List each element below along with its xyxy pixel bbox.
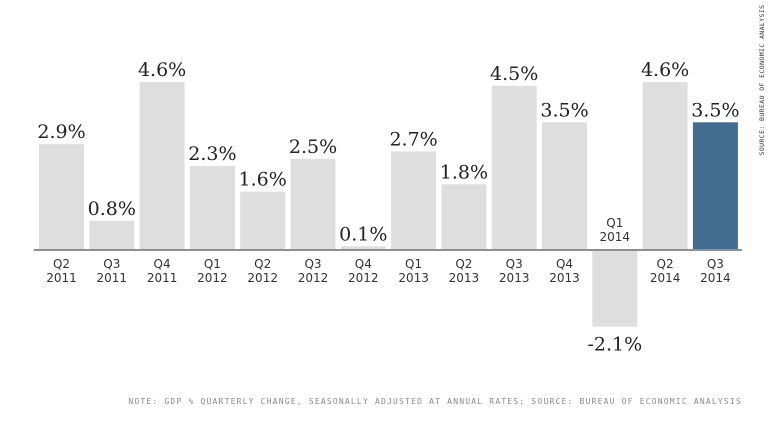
tick-label-quarter: Q2 xyxy=(455,257,472,271)
tick-label-year: 2012 xyxy=(197,271,228,285)
tick-label-year: 2011 xyxy=(97,271,128,285)
tick-label-year: 2012 xyxy=(298,271,329,285)
tick-label-quarter: Q2 xyxy=(53,257,70,271)
bar-q4-2012 xyxy=(340,246,386,250)
bar-q1-2013 xyxy=(391,151,437,250)
tick-label-quarter: Q2 xyxy=(254,257,271,271)
tick-labels-group: Q22011Q32011Q42011Q12012Q22012Q32012Q420… xyxy=(46,216,730,285)
tick-label-quarter: Q3 xyxy=(304,257,321,271)
bar-q2-2013 xyxy=(441,184,487,250)
tick-label-quarter: Q3 xyxy=(103,257,120,271)
bar-q3-2011 xyxy=(89,220,135,250)
bar-q1-2014 xyxy=(592,250,638,327)
value-label: 4.6% xyxy=(138,59,186,81)
value-label: 0.1% xyxy=(339,223,387,245)
value-label: 4.5% xyxy=(490,63,538,85)
tick-label-quarter: Q4 xyxy=(154,257,171,271)
value-label: 3.5% xyxy=(540,99,588,121)
bar-q4-2013 xyxy=(542,122,587,251)
value-label: 2.7% xyxy=(389,128,437,150)
tick-label-quarter: Q2 xyxy=(657,257,674,271)
value-label: 2.9% xyxy=(37,121,85,143)
tick-label-year: 2014 xyxy=(600,230,631,244)
bars-group xyxy=(39,82,738,327)
value-label: -2.1% xyxy=(587,334,642,356)
value-labels-group: 2.9% 0.8% 4.6% 2.3%1.6%2.5% 0.1% 2.7%1.8% 4.5%… xyxy=(37,59,739,356)
tick-label-year: 2013 xyxy=(449,271,480,285)
value-label: 4.6% xyxy=(641,59,689,81)
footnote: NOTE: GDP % QUARTERLY CHANGE, SEASONALLY… xyxy=(128,397,742,406)
bar-q3-2012 xyxy=(290,158,336,251)
bar-q2-2012 xyxy=(240,191,286,250)
tick-label-quarter: Q1 xyxy=(405,257,422,271)
tick-label-quarter: Q4 xyxy=(556,257,573,271)
tick-label-year: 2014 xyxy=(650,271,681,285)
bar-q1-2012 xyxy=(189,166,235,250)
tick-label-quarter: Q1 xyxy=(204,257,221,271)
value-label: 2.5% xyxy=(289,136,337,158)
bar-q2-2011 xyxy=(39,144,84,250)
tick-label-quarter: Q3 xyxy=(707,257,724,271)
tick-label-year: 2012 xyxy=(247,271,278,285)
tick-label-year: 2013 xyxy=(549,271,580,285)
tick-label-quarter: Q4 xyxy=(355,257,372,271)
tick-label-year: 2014 xyxy=(700,271,731,285)
bar-q4-2011 xyxy=(139,82,185,250)
bar-q3-2014 xyxy=(692,122,738,251)
tick-label-year: 2011 xyxy=(147,271,178,285)
source-credit: SOURCE: BUREAU OF ECONOMIC ANALYSIS xyxy=(758,5,766,156)
tick-label-year: 2012 xyxy=(348,271,379,285)
value-label: 3.5% xyxy=(691,99,739,121)
tick-label-year: 2011 xyxy=(46,271,77,285)
value-label: 2.3% xyxy=(188,143,236,165)
tick-label-year: 2013 xyxy=(398,271,429,285)
value-label: 0.8% xyxy=(88,198,136,220)
bar-q3-2013 xyxy=(491,85,537,251)
tick-label-quarter: Q1 xyxy=(606,216,623,230)
tick-label-quarter: Q3 xyxy=(506,257,523,271)
tick-label-year: 2013 xyxy=(499,271,530,285)
value-label: 1.8% xyxy=(440,161,488,183)
bar-q2-2014 xyxy=(642,82,688,250)
value-label: 1.6% xyxy=(239,169,287,191)
